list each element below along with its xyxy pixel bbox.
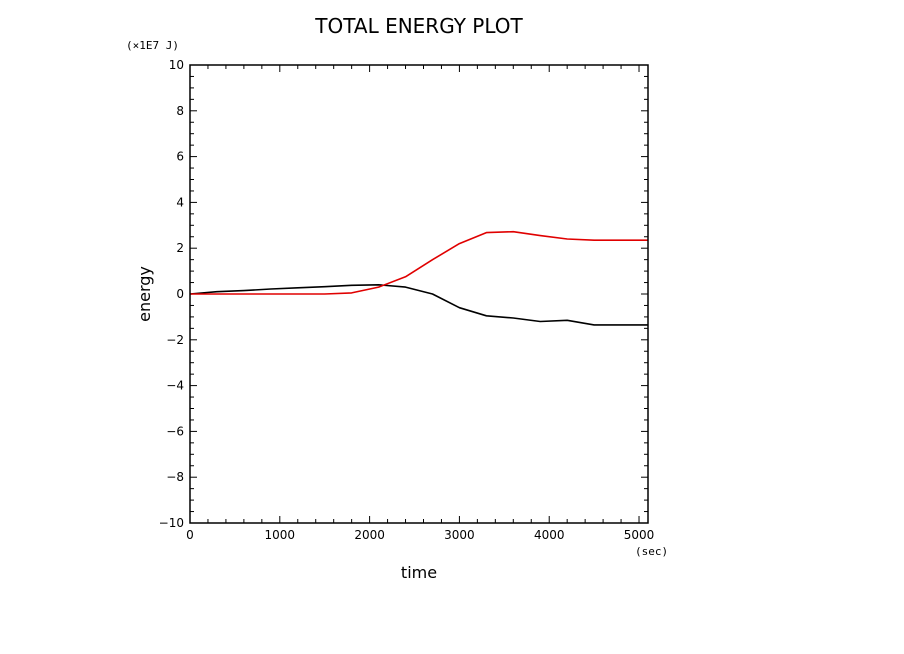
series-line-2 — [190, 230, 648, 295]
series-lines — [189, 230, 648, 326]
x-axis-label: time — [401, 563, 437, 582]
x-tick-label: 0 — [186, 528, 194, 542]
y-tick-label: −2 — [166, 333, 184, 347]
y-tick-label: −8 — [166, 470, 184, 484]
x-tick-label: 1000 — [265, 528, 296, 542]
y-tick-label: 10 — [169, 58, 184, 72]
y-tick-label: 4 — [176, 195, 184, 209]
chart-title: TOTAL ENERGY PLOT — [314, 14, 523, 38]
plot-frame — [189, 64, 649, 524]
x-tick-label: 2000 — [354, 528, 385, 542]
y-axis-label: energy — [135, 266, 154, 322]
y-tick-label: −10 — [159, 516, 184, 530]
y-tick-label: 2 — [176, 241, 184, 255]
x-tick-label: 3000 — [444, 528, 475, 542]
y-tick-label: 6 — [176, 150, 184, 164]
y-tick-label: 8 — [176, 104, 184, 118]
axis-ticks: −10 −8 −6 −4 −2 0 2 4 6 8 10 0 1000 2000 3000 4000 5000 — [159, 58, 655, 542]
series-line-1 — [189, 283, 648, 326]
x-axis-unit: (sec) — [635, 545, 668, 558]
x-tick-label: 4000 — [534, 528, 565, 542]
y-tick-label: −6 — [166, 424, 184, 438]
y-tick-label: −4 — [166, 379, 184, 393]
y-axis-unit: (×1E7 J) — [126, 39, 179, 52]
x-tick-label: 5000 — [624, 528, 655, 542]
y-tick-label: 0 — [176, 287, 184, 301]
